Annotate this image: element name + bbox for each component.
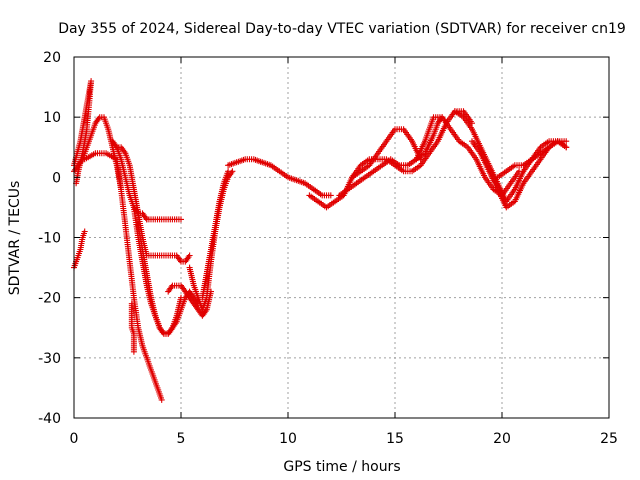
series-track-c	[71, 228, 88, 271]
series-track-q	[349, 108, 475, 181]
series-track-f	[143, 216, 184, 223]
data-point	[327, 192, 334, 199]
data-points	[71, 78, 570, 403]
data-point	[225, 168, 232, 175]
series-track-s	[451, 108, 570, 205]
series-track-u	[494, 138, 570, 181]
series-track-r	[413, 114, 523, 199]
x-tick-label: 20	[493, 431, 511, 447]
series-track-j	[128, 300, 137, 355]
series-track-m	[199, 168, 232, 301]
data-point	[158, 396, 165, 403]
data-point	[186, 252, 193, 259]
series-track-e	[109, 138, 150, 223]
x-tick-label: 25	[600, 431, 618, 447]
data-point	[178, 216, 184, 223]
axis-ticks: 0 5 10 15 20 25 -40 -30 -20 -10 0 10 20	[38, 50, 618, 447]
y-tick-label: -30	[38, 351, 61, 367]
y-tick-label: 20	[43, 50, 61, 66]
series-track-k	[165, 282, 214, 319]
gridlines	[74, 57, 609, 418]
y-axis-label: SDTVAR / TECUs	[7, 181, 23, 296]
series-track-d	[81, 150, 165, 403]
chart-title: Day 355 of 2024, Sidereal Day-to-day VTE…	[58, 21, 626, 37]
y-tick-label: -40	[38, 411, 61, 427]
x-tick-label: 10	[279, 431, 297, 447]
y-tick-label: -20	[38, 291, 61, 307]
y-tick-label: 0	[52, 170, 61, 186]
series-track-b	[71, 114, 125, 193]
data-point	[81, 228, 88, 235]
x-tick-label: 15	[386, 431, 404, 447]
y-tick-label: 10	[43, 110, 61, 126]
series-track-i	[135, 222, 202, 337]
series-track-g	[113, 144, 193, 265]
y-tick-label: -10	[38, 231, 61, 247]
series-track-n	[225, 156, 334, 199]
data-point	[563, 144, 570, 151]
data-point	[563, 138, 570, 145]
x-tick-label: 0	[70, 431, 79, 447]
data-point	[130, 348, 137, 355]
x-tick-label: 5	[177, 431, 186, 447]
series-track-t	[469, 138, 570, 211]
x-axis-label: GPS time / hours	[283, 459, 400, 475]
